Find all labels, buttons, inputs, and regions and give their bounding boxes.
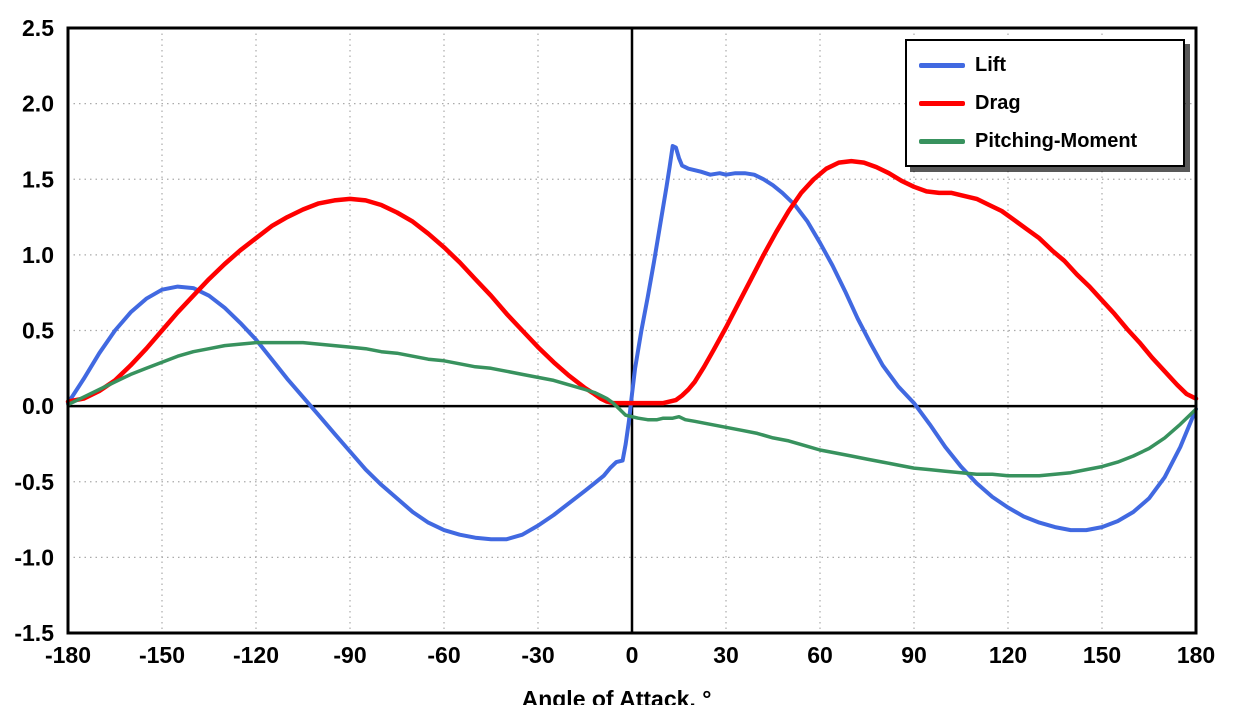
svg-text:1.5: 1.5 [22, 166, 54, 192]
svg-text:-1.0: -1.0 [14, 544, 54, 570]
x-axis-title: Angle of Attack, ° [521, 686, 712, 705]
lift-line-swatch-icon [919, 62, 965, 68]
svg-text:150: 150 [1083, 642, 1121, 668]
svg-text:0: 0 [626, 642, 639, 668]
legend-item-lift: Lift [919, 51, 1171, 79]
svg-text:2.0: 2.0 [22, 91, 54, 117]
svg-text:180: 180 [1177, 642, 1215, 668]
svg-text:1.0: 1.0 [22, 242, 54, 268]
svg-text:0.5: 0.5 [22, 318, 54, 344]
legend-item-drag: Drag [919, 89, 1171, 117]
svg-text:0.0: 0.0 [22, 393, 54, 419]
svg-text:2.5: 2.5 [22, 15, 54, 41]
svg-text:-60: -60 [427, 642, 460, 668]
x-tick-labels: -180 -150 -120 -90 -60 -30 0 30 60 90 120 150 180 [45, 642, 1215, 668]
legend-item-pitching-moment: Pitching-Moment [919, 127, 1171, 155]
svg-text:-180: -180 [45, 642, 91, 668]
svg-text:30: 30 [713, 642, 739, 668]
svg-text:-120: -120 [233, 642, 279, 668]
svg-text:90: 90 [901, 642, 927, 668]
series-line-drag [65, 158, 1199, 406]
drag-line-swatch-icon [919, 100, 965, 106]
svg-text:-90: -90 [333, 642, 366, 668]
svg-text:-30: -30 [521, 642, 554, 668]
series-line-lift [66, 144, 1198, 542]
series-line-pitching-moment [66, 340, 1198, 478]
y-tick-labels: 2.5 2.0 1.5 1.0 0.5 0.0 -0.5 -1.0 -1.5 [14, 15, 54, 646]
pitching-moment-line-swatch-icon [919, 138, 965, 144]
legend-label-lift: Lift [975, 53, 1007, 76]
legend-label-drag: Drag [975, 91, 1021, 114]
svg-text:120: 120 [989, 642, 1027, 668]
legend: Lift Drag Pitching-Moment [905, 39, 1185, 167]
plot-frame [66, 26, 1198, 635]
svg-text:-1.5: -1.5 [14, 620, 54, 646]
svg-text:60: 60 [807, 642, 833, 668]
legend-label-pitching-moment: Pitching-Moment [975, 129, 1138, 152]
svg-text:-150: -150 [139, 642, 185, 668]
svg-text:-0.5: -0.5 [14, 469, 54, 495]
